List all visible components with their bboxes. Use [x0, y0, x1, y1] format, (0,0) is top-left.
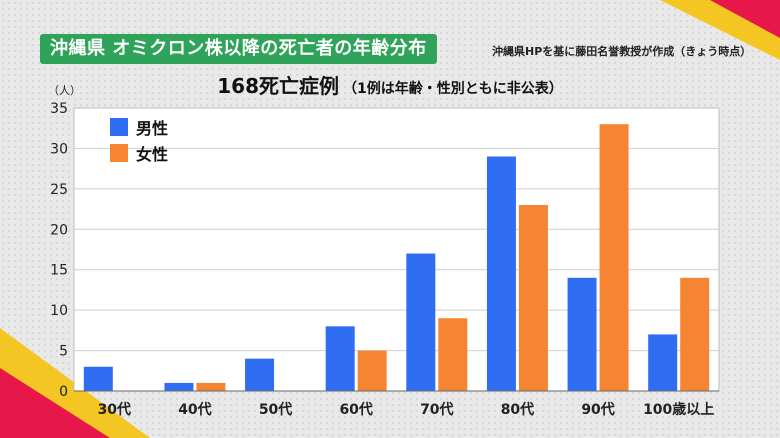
bar-female: [357, 350, 387, 391]
legend-label: 男性: [136, 119, 169, 138]
chart-subtitle: （1例は年齢・性別ともに非公表）: [343, 81, 563, 97]
x-tick-labels: 30代 40代 50代 60代 70代 80代 90代 100歳以上: [98, 401, 715, 418]
legend-swatch: [110, 118, 128, 136]
bar-male: [245, 358, 275, 391]
bar-female: [599, 124, 629, 392]
y-tick-labels: 0 5 10 15 20 25 30 35: [50, 101, 68, 400]
x-tick-label: 60代: [339, 401, 372, 418]
x-tick-label: 30代: [98, 401, 131, 418]
decorative-corner-top-right: [660, 0, 780, 60]
y-tick-label: 15: [50, 263, 68, 279]
legend-label: 女性: [136, 145, 169, 164]
y-tick-label: 5: [59, 344, 68, 360]
chart-title: 168死亡症例: [217, 74, 339, 98]
y-tick-label: 20: [50, 222, 68, 238]
legend-item: 男性: [110, 114, 168, 140]
y-tick-label: 0: [59, 384, 68, 400]
bar-male: [164, 382, 194, 391]
x-tick-label: 40代: [178, 401, 211, 418]
y-axis-unit: （人）: [48, 84, 81, 97]
y-tick-label: 30: [50, 141, 68, 157]
legend-item: 女性: [110, 140, 168, 166]
x-tick-label: 70代: [420, 401, 453, 418]
x-tick-label: 50代: [259, 401, 292, 418]
source-note: 沖縄県HPを基に藤田名誉教授が作成（きょう時点）: [492, 45, 752, 58]
legend: 男性 女性: [110, 114, 168, 166]
y-tick-label: 25: [50, 182, 68, 198]
bar-female: [518, 205, 548, 391]
legend-swatch: [110, 144, 128, 162]
bar-female: [680, 277, 710, 391]
x-tick-label: 100歳以上: [643, 401, 714, 418]
bar-male: [486, 156, 516, 391]
bar-male: [406, 253, 436, 391]
bar-male: [83, 366, 113, 391]
bar-female: [438, 318, 468, 391]
page-title: 沖縄県 オミクロン株以降の死亡者の年齢分布: [40, 34, 437, 64]
chart-title-row: 168死亡症例 （1例は年齢・性別ともに非公表）: [0, 70, 780, 99]
bar-male: [648, 334, 678, 391]
bar-female: [196, 382, 226, 391]
x-tick-label: 80代: [501, 401, 534, 418]
bar-male: [567, 277, 597, 391]
bars: [83, 124, 710, 392]
y-tick-label: 10: [50, 303, 68, 319]
y-tick-label: 35: [50, 101, 68, 117]
x-tick-label: 90代: [581, 401, 614, 418]
bar-male: [325, 326, 355, 391]
